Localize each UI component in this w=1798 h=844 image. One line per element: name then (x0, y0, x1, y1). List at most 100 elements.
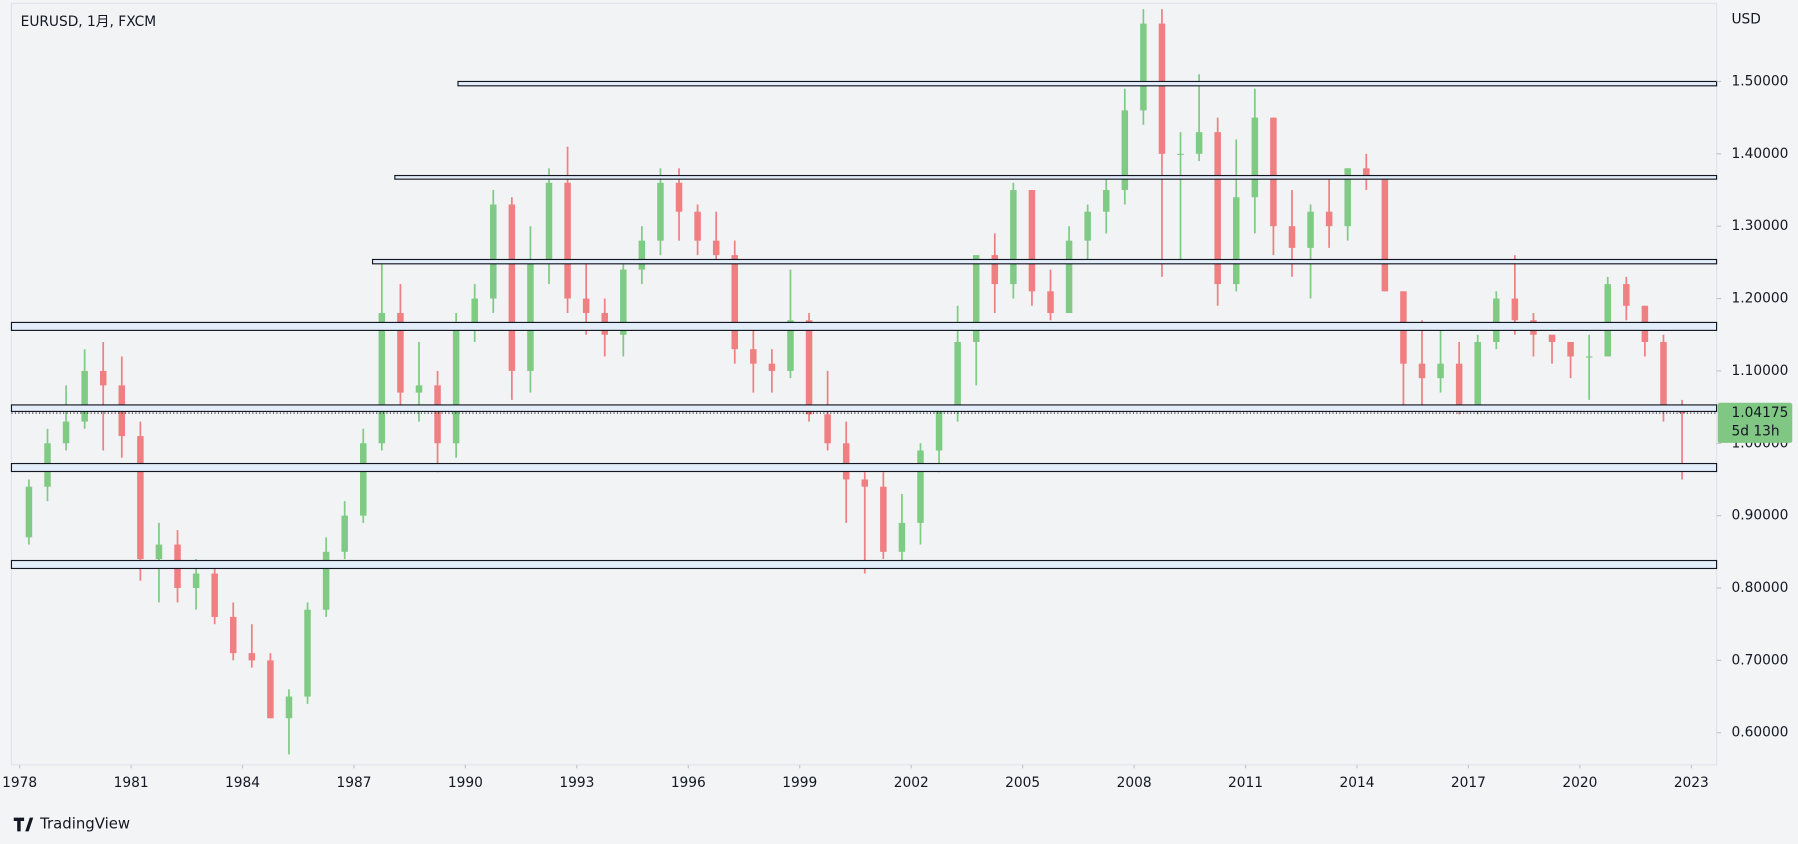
candle-body (1140, 23, 1147, 111)
candle-body (768, 363, 776, 371)
candle-body (675, 182, 683, 212)
candle-body (1158, 23, 1166, 154)
candle-body (1047, 291, 1054, 314)
x-tick-label: 1990 (448, 775, 483, 791)
brand-logo: TradingView (13, 814, 130, 832)
candle-body (81, 370, 88, 422)
candle-body (397, 313, 404, 393)
candle-body (1010, 190, 1017, 285)
candle-body (304, 609, 311, 697)
candle-body (1251, 117, 1259, 198)
candle-body (229, 616, 237, 654)
zone (10, 462, 1718, 473)
candle-body (917, 450, 924, 523)
candle-body (62, 421, 70, 444)
candle-body (1455, 363, 1463, 408)
candle-body (1195, 132, 1203, 154)
candle-body (1474, 341, 1481, 408)
x-tick-label: 1999 (782, 775, 817, 791)
zone (457, 80, 1718, 87)
candle-body (694, 211, 701, 241)
candle-body (1102, 190, 1110, 212)
y-tick-label: 1.40000 (1731, 146, 1788, 162)
x-tick-label: 1981 (114, 775, 149, 791)
x-tick-label: 2011 (1228, 775, 1263, 791)
zone (10, 559, 1718, 570)
candle-body (378, 313, 386, 444)
candle-body (750, 349, 757, 364)
candle-body (954, 341, 961, 408)
candle-body (99, 370, 107, 386)
y-tick-label: 0.70000 (1731, 652, 1788, 668)
x-tick-label: 2008 (1117, 775, 1152, 791)
candle-body (1437, 363, 1444, 379)
candle-body (1121, 110, 1129, 191)
chart-title: EURUSD, 1月, FXCM (21, 14, 156, 30)
candle-body (137, 436, 144, 560)
candle-body (898, 522, 906, 552)
candle-body (1288, 226, 1296, 248)
zone (394, 174, 1718, 180)
candle-body (787, 320, 794, 371)
candle-body (452, 327, 460, 444)
candle-body (471, 298, 478, 328)
candle-body (267, 660, 274, 719)
candle-body (1418, 363, 1426, 379)
candle-body (1233, 197, 1240, 285)
y-tick-label: 0.60000 (1731, 725, 1788, 741)
candle-body (434, 385, 441, 444)
candle-body (1548, 334, 1556, 342)
countdown-label: 5d 13h (1731, 423, 1779, 439)
y-tick-label: 1.20000 (1731, 291, 1788, 307)
candle-body (972, 255, 980, 342)
y-tick-label: 1.30000 (1731, 218, 1788, 234)
candle-body (1065, 240, 1073, 314)
y-tick-label: 0.80000 (1731, 580, 1788, 596)
marks (10, 9, 1718, 755)
x-tick-label: 1978 (2, 775, 37, 791)
x-tick-label: 1996 (671, 775, 706, 791)
x-tick-label: 1987 (336, 775, 371, 791)
candle-body (1604, 284, 1611, 357)
x-tick-label: 1984 (225, 775, 260, 791)
candle-body (657, 182, 664, 241)
candle-body (1344, 168, 1351, 227)
candle-body (25, 486, 33, 538)
candle-body (155, 544, 163, 560)
candle-body (712, 240, 720, 256)
candle-body (415, 385, 423, 393)
candle-body (564, 182, 571, 299)
candle-body (1084, 211, 1091, 241)
candle-body (935, 407, 943, 451)
candle-body (991, 255, 999, 285)
candle-body (192, 573, 200, 589)
zone (371, 258, 1718, 265)
last-price-label: 1.04175 (1731, 405, 1788, 421)
x-tick-label: 2005 (1005, 775, 1040, 791)
candle-body (880, 486, 887, 552)
candle-body (731, 255, 738, 350)
candle-body (490, 204, 497, 299)
candle-body (638, 240, 646, 270)
zone (10, 404, 1718, 413)
candle-body (1511, 298, 1519, 321)
candle-body (1493, 298, 1500, 342)
brand-icon (13, 817, 34, 832)
candle-body (1567, 341, 1574, 357)
candle-body (824, 414, 831, 444)
candle-body (1177, 153, 1184, 155)
candle-body (805, 320, 813, 415)
x-tick-label: 2020 (1562, 775, 1597, 791)
candle-body (545, 182, 553, 263)
x-tick-label: 2002 (894, 775, 929, 791)
candle-body (1585, 356, 1593, 358)
last-price-box (1717, 402, 1793, 443)
candle-body (842, 443, 850, 480)
candle-body (1307, 211, 1314, 248)
candle-body (360, 443, 367, 516)
candle-body (1660, 341, 1667, 408)
candle-body (527, 262, 534, 371)
candle-body (582, 298, 590, 314)
zone (10, 321, 1718, 331)
candle-body (1270, 117, 1277, 227)
